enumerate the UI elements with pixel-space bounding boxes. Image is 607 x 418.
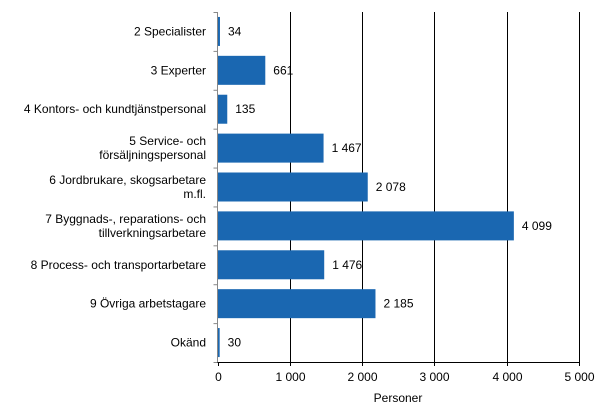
bar: [217, 328, 220, 358]
bar: [217, 94, 228, 124]
category-label: Okänd: [171, 336, 206, 350]
category-label: 6 Jordbrukare, skogsarbetare m.fl.: [49, 173, 206, 201]
data-label: 30: [228, 336, 242, 350]
category-label-line: tillverkningsarbetare: [99, 226, 207, 240]
data-label: 2 078: [376, 180, 406, 194]
category-label-line: 6 Jordbrukare, skogsarbetare: [49, 173, 206, 187]
data-label: 4 099: [522, 219, 552, 233]
x-tick-label: 0: [215, 370, 222, 384]
bar: [217, 250, 325, 280]
category-label-line: 4 Kontors- och kundtjänstpersonal: [24, 102, 206, 116]
bar: [217, 289, 376, 319]
bar: [217, 133, 324, 163]
category-labels: 2 Specialister 3 Experter 4 Kontors- och k…: [24, 24, 206, 349]
category-label-line: 7 Byggnads-, reparations- och: [45, 212, 206, 226]
data-label: 2 185: [383, 297, 413, 311]
category-label-line: 5 Service- och: [129, 134, 206, 148]
bars: [217, 16, 514, 358]
category-label: 5 Service- och försäljningspersonal: [99, 134, 206, 162]
category-label: 3 Experter: [151, 63, 206, 77]
category-label: 7 Byggnads-, reparations- och tillverknin…: [45, 212, 206, 240]
category-label-line: 8 Process- och transportarbetare: [31, 258, 207, 272]
category-label-line: 3 Experter: [151, 63, 206, 77]
category-label-line: försäljningspersonal: [99, 148, 206, 162]
bar: [217, 55, 266, 85]
bar: [217, 172, 368, 202]
category-label-line: m.fl.: [183, 187, 206, 201]
x-tick-label: 1 000: [275, 370, 305, 384]
x-tick-label: 2 000: [347, 370, 377, 384]
category-label-line: 9 Övriga arbetstagare: [90, 297, 206, 311]
data-label: 1 467: [332, 141, 362, 155]
category-label: 8 Process- och transportarbetare: [31, 258, 207, 272]
category-label: 2 Specialister: [134, 24, 206, 38]
axes: 0 1 000 2 000 3 000 4 000 5 000: [213, 12, 595, 384]
x-tick-label: 3 000: [419, 370, 449, 384]
x-tick-label: 5 000: [564, 370, 594, 384]
category-label: 9 Övriga arbetstagare: [90, 297, 206, 311]
data-label: 1 476: [332, 258, 362, 272]
category-label-line: Okänd: [171, 336, 206, 350]
bar: [217, 16, 220, 46]
data-labels: 34 661 135 1 467 2 078 4 099 1 476 2 185 30: [228, 24, 553, 349]
bar: [217, 211, 514, 241]
data-label: 661: [273, 63, 293, 77]
category-label-line: 2 Specialister: [134, 24, 206, 38]
data-label: 135: [235, 102, 255, 116]
category-label: 4 Kontors- och kundtjänstpersonal: [24, 102, 206, 116]
x-axis-label: Personer: [374, 391, 423, 405]
data-label: 34: [228, 24, 242, 38]
x-tick-label: 4 000: [492, 370, 522, 384]
